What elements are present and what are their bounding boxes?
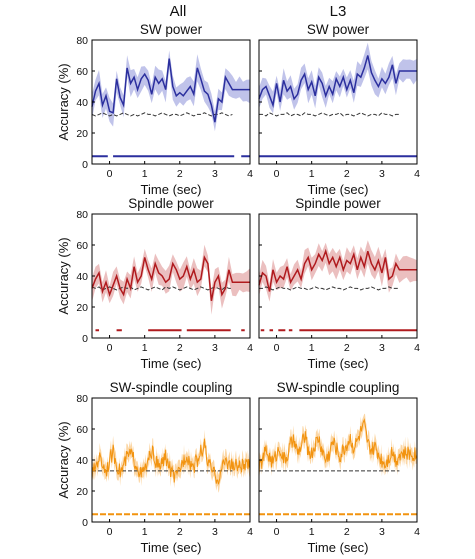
- x-axis-label: Time (sec): [141, 356, 202, 371]
- x-tick-label: 4: [414, 526, 420, 538]
- confidence-band: [92, 50, 250, 132]
- x-tick-label: 0: [274, 526, 280, 538]
- confidence-band: [92, 429, 250, 493]
- x-tick-label: 2: [177, 168, 183, 180]
- y-tick-label: 0: [82, 159, 88, 171]
- y-tick-label: 20: [76, 302, 88, 314]
- y-axis-label: Accuracy (%): [56, 63, 71, 140]
- y-tick-label: 40: [76, 97, 88, 109]
- x-tick-label: 3: [212, 526, 218, 538]
- x-tick-label: 4: [247, 526, 253, 538]
- x-axis-label: Time (sec): [308, 356, 369, 371]
- x-tick-label: 2: [177, 526, 183, 538]
- chance-line: [91, 112, 233, 117]
- accuracy-line: [91, 255, 250, 301]
- y-tick-label: 60: [76, 424, 88, 436]
- x-axis-label: Time (sec): [308, 182, 369, 197]
- panel-title: SW power: [140, 22, 203, 37]
- x-tick-label: 1: [142, 168, 148, 180]
- panel-title: SW-spindle coupling: [110, 380, 233, 395]
- x-tick-label: 2: [344, 526, 350, 538]
- x-tick-label: 0: [274, 168, 280, 180]
- y-tick-label: 20: [76, 486, 88, 498]
- axes-box: [91, 39, 251, 165]
- x-tick-label: 4: [414, 342, 420, 354]
- panel-title: Spindle power: [295, 196, 381, 211]
- x-tick-label: 0: [107, 526, 113, 538]
- x-tick-label: 4: [247, 168, 253, 180]
- x-tick-label: 3: [379, 526, 385, 538]
- x-tick-label: 1: [309, 342, 315, 354]
- x-tick-label: 3: [379, 342, 385, 354]
- y-tick-label: 40: [76, 271, 88, 283]
- chance-line: [259, 112, 400, 117]
- y-axis-label: Accuracy (%): [56, 421, 71, 498]
- chance-line: [259, 286, 400, 291]
- y-tick-label: 80: [76, 209, 88, 221]
- x-tick-label: 2: [344, 342, 350, 354]
- panel-title: Spindle power: [128, 196, 214, 211]
- x-tick-label: 3: [212, 342, 218, 354]
- column-heading-l3: L3: [330, 3, 347, 20]
- panel-2: 0 1 2 3 4 SW power Time (sec): [258, 22, 420, 197]
- y-tick-label: 20: [76, 128, 88, 140]
- confidence-band: [259, 42, 417, 114]
- x-axis-label: Time (sec): [308, 540, 369, 555]
- accuracy-line: [258, 248, 417, 292]
- x-tick-label: 0: [107, 168, 113, 180]
- y-tick-label: 0: [82, 333, 88, 345]
- x-tick-label: 0: [274, 342, 280, 354]
- panel-title: SW-spindle coupling: [277, 380, 400, 395]
- panel-title: SW power: [307, 22, 370, 37]
- x-tick-label: 1: [309, 168, 315, 180]
- y-tick-label: 80: [76, 35, 88, 47]
- accuracy-line: [91, 58, 250, 123]
- x-tick-label: 3: [379, 168, 385, 180]
- confidence-band: [259, 240, 417, 302]
- y-tick-label: 60: [76, 240, 88, 252]
- y-tick-label: 40: [76, 455, 88, 467]
- x-tick-label: 4: [414, 168, 420, 180]
- x-tick-label: 1: [142, 342, 148, 354]
- x-tick-label: 1: [142, 526, 148, 538]
- y-tick-label: 0: [82, 517, 88, 529]
- panel-6: 0 1 2 3 4 SW-spindle coupling Time (sec): [258, 380, 420, 555]
- x-tick-label: 3: [212, 168, 218, 180]
- x-tick-label: 0: [107, 342, 113, 354]
- panel-4: 0 1 2 3 4 Spindle power Time (sec): [258, 196, 420, 371]
- x-axis-label: Time (sec): [141, 540, 202, 555]
- chance-line: [91, 286, 233, 291]
- x-tick-label: 2: [344, 168, 350, 180]
- column-heading-all: All: [170, 3, 187, 20]
- y-tick-label: 60: [76, 66, 88, 78]
- y-axis-label: Accuracy (%): [56, 237, 71, 314]
- accuracy-line: [91, 438, 251, 485]
- y-tick-label: 80: [76, 393, 88, 405]
- x-tick-label: 4: [247, 342, 253, 354]
- accuracy-line: [258, 418, 418, 477]
- x-axis-label: Time (sec): [141, 182, 202, 197]
- x-tick-label: 2: [177, 342, 183, 354]
- accuracy-line: [258, 55, 417, 108]
- axes-box: [258, 39, 418, 165]
- x-tick-label: 1: [309, 526, 315, 538]
